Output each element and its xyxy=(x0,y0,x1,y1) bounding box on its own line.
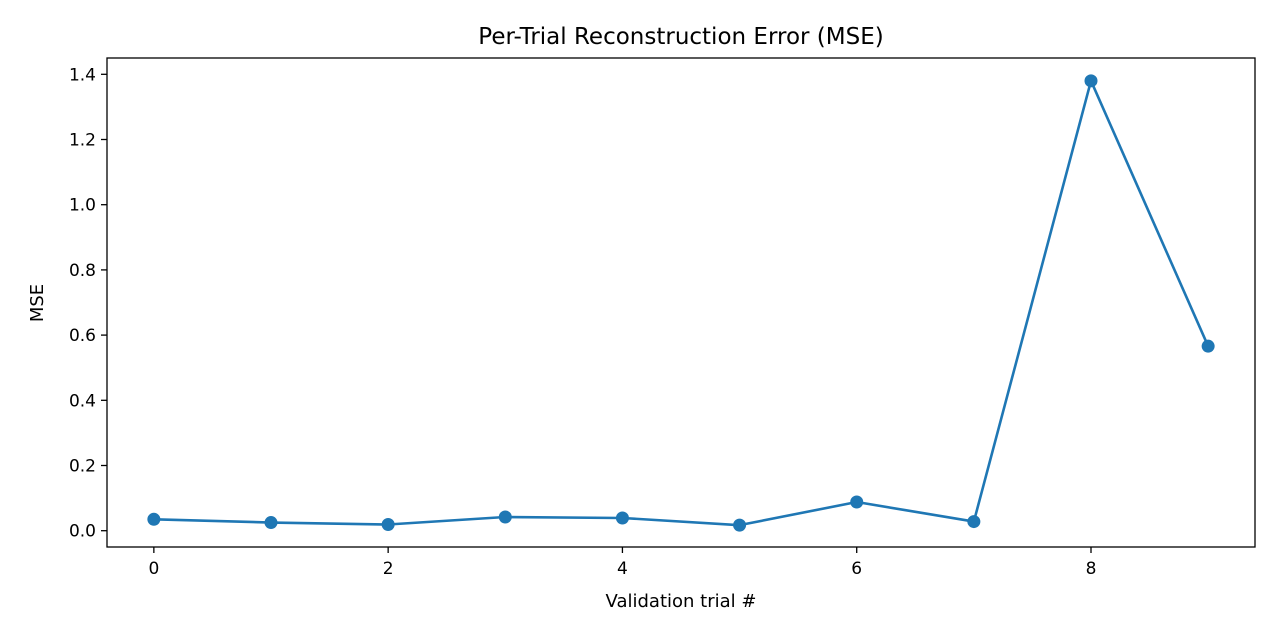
data-point xyxy=(381,518,395,532)
data-point xyxy=(498,510,512,524)
x-tick-label: 0 xyxy=(148,559,159,579)
y-tick-label: 1.2 xyxy=(69,131,96,151)
data-point xyxy=(147,512,161,526)
chart-title: Per-Trial Reconstruction Error (MSE) xyxy=(478,24,883,50)
series-line xyxy=(153,79,1210,527)
x-tick-label: 6 xyxy=(851,559,862,579)
y-tick-label: 0.2 xyxy=(69,457,96,477)
data-point xyxy=(850,495,864,509)
x-tick-label: 2 xyxy=(383,559,394,579)
x-axis-label: Validation trial # xyxy=(606,591,757,612)
plot-area-frame xyxy=(106,57,1256,548)
data-point xyxy=(967,515,981,529)
x-tick-label: 8 xyxy=(1086,559,1097,579)
y-tick-label: 0.0 xyxy=(69,522,96,542)
data-point xyxy=(615,511,629,525)
y-axis-label: MSE xyxy=(27,284,48,322)
y-tick-label: 0.4 xyxy=(69,391,96,411)
data-point xyxy=(1201,339,1215,353)
x-tick-label: 4 xyxy=(617,559,628,579)
data-point xyxy=(733,518,747,532)
y-tick-label: 0.8 xyxy=(69,261,96,281)
y-tick-label: 1.0 xyxy=(69,196,96,216)
y-tick-label: 0.6 xyxy=(69,326,96,346)
y-tick-label: 1.4 xyxy=(69,65,96,85)
data-point xyxy=(264,516,278,530)
data-point xyxy=(1084,74,1098,88)
